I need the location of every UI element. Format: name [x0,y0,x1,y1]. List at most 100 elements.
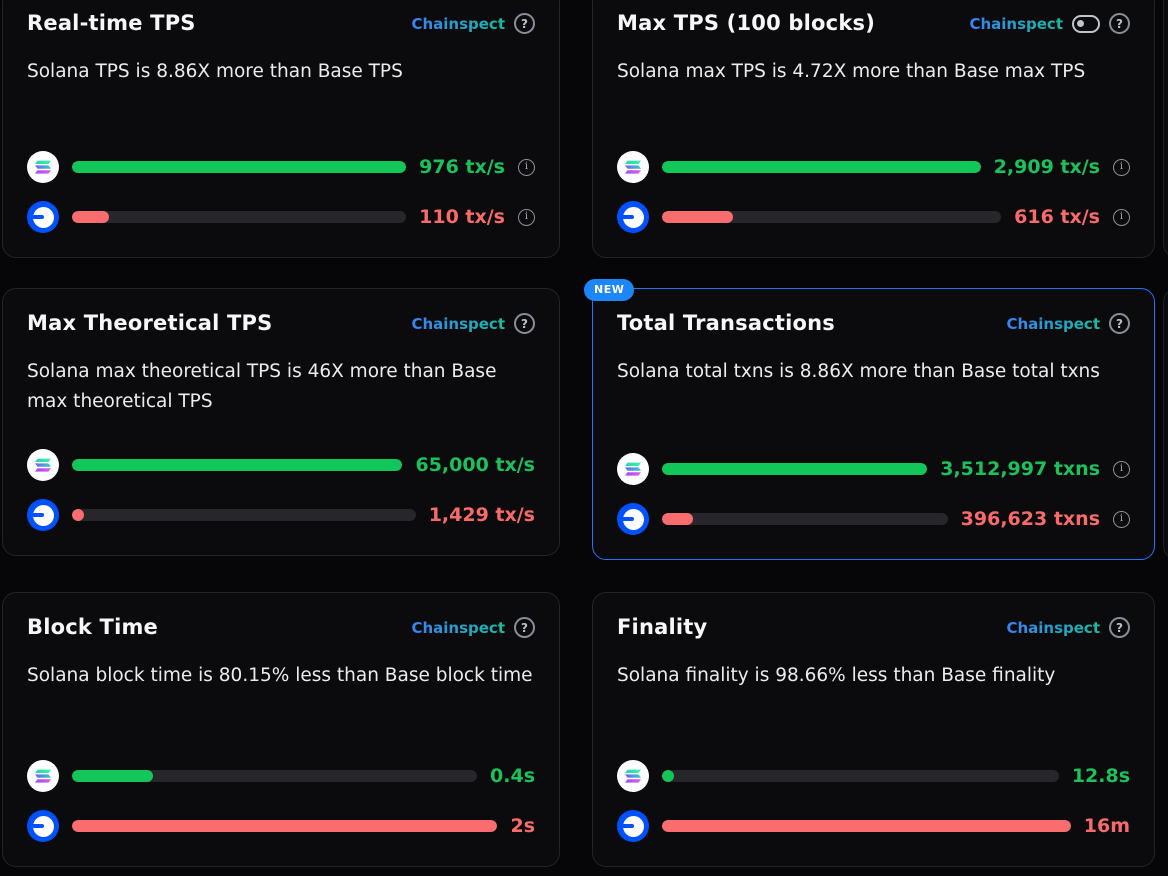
base-icon [27,201,59,233]
solana-bar-fill [662,770,674,782]
solana-row: 976 tx/s i [27,151,535,183]
card-finality: Finality Chainspect ? Solana finality is… [592,592,1155,867]
info-icon[interactable]: i [518,158,535,176]
base-bar-fill [72,509,84,521]
base-row: 16m [617,810,1130,842]
solana-bar-fill [72,161,407,173]
base-icon [27,810,59,842]
metric-rows: 0.4s 2s [27,760,535,842]
new-badge: NEW [584,279,635,301]
base-bar-fill [662,211,734,223]
help-icon[interactable]: ? [514,13,535,34]
toggle-off-icon[interactable] [1072,14,1100,33]
solana-value: 12.8s [1071,765,1130,787]
base-value: 396,623 txns [960,508,1100,530]
card-max-tps: Max TPS (100 blocks) Chainspect ? Solana… [592,0,1155,258]
card-realtime-tps: Real-time TPS Chainspect ? Solana TPS is… [2,0,560,258]
base-value: 110 tx/s [419,206,505,228]
chainspect-link[interactable]: Chainspect [1006,314,1100,333]
solana-icon [617,760,649,792]
base-row: 616 tx/s i [617,201,1130,233]
base-bar-track [72,509,416,521]
solana-row: 12.8s [617,760,1130,792]
comparison-summary: Solana max TPS is 4.72X more than Base m… [617,61,1086,82]
chainspect-link[interactable]: Chainspect [411,314,505,333]
solana-bar-track [72,161,407,173]
comparison-summary: Solana finality is 98.66% less than Base… [617,665,1056,686]
solana-bar-track [662,161,981,173]
solana-bar-fill [662,161,981,173]
solana-value: 976 tx/s [419,156,505,178]
base-bar-track [72,211,407,223]
solana-bar-fill [72,459,403,471]
base-bar-fill [662,820,1071,832]
solana-icon [27,449,59,481]
card-title: Max Theoretical TPS [27,311,273,335]
base-row: 396,623 txns i [617,503,1130,535]
chainspect-link[interactable]: Chainspect [411,618,505,637]
comparison-summary: Solana total txns is 8.86X more than Bas… [617,361,1100,382]
help-icon[interactable]: ? [1109,617,1130,638]
solana-bar-fill [662,463,928,475]
card-block-time: Block Time Chainspect ? Solana block tim… [2,592,560,867]
metric-rows: 65,000 tx/s 1,429 tx/s [27,449,535,531]
base-bar-track [662,820,1071,832]
solana-icon [617,151,649,183]
card-title: Block Time [27,615,159,639]
metric-rows: 2,909 tx/s i 616 tx/s i [617,151,1130,233]
solana-row: 2,909 tx/s i [617,151,1130,183]
solana-bar-track [72,459,403,471]
info-icon[interactable]: i [1113,158,1130,176]
solana-bar-track [662,463,928,475]
solana-icon [617,453,649,485]
base-value: 2s [510,815,535,837]
solana-row: 0.4s [27,760,535,792]
card-source: Chainspect ? [411,617,535,638]
card-source: Chainspect ? [969,13,1130,34]
base-bar-fill [72,820,498,832]
info-icon[interactable]: i [1113,510,1130,528]
solana-icon [27,151,59,183]
base-bar-track [662,513,948,525]
card-total-transactions: NEW Total Transactions Chainspect ? Sola… [584,279,1155,560]
base-bar-fill [72,211,109,223]
card-title: Total Transactions [617,311,836,335]
help-icon[interactable]: ? [514,313,535,334]
card-title: Real-time TPS [27,11,196,35]
cropped-card-edge [1163,0,1168,258]
base-value: 16m [1083,815,1130,837]
base-row: 2s [27,810,535,842]
base-value: 1,429 tx/s [428,504,535,526]
card-title: Finality [617,615,708,639]
base-bar-track [72,820,498,832]
metric-rows: 976 tx/s i 110 tx/s i [27,151,535,233]
solana-bar-track [72,770,478,782]
solana-row: 3,512,997 txns i [617,453,1130,485]
solana-bar-track [662,770,1059,782]
card-source: Chainspect ? [411,13,535,34]
solana-bar-fill [72,770,153,782]
base-value: 616 tx/s [1014,206,1100,228]
solana-value: 0.4s [490,765,535,787]
base-bar-track [662,211,1002,223]
help-icon[interactable]: ? [1109,13,1130,34]
info-icon[interactable]: i [1113,460,1130,478]
solana-value: 2,909 tx/s [993,156,1100,178]
chainspect-link[interactable]: Chainspect [1006,618,1100,637]
help-icon[interactable]: ? [514,617,535,638]
card-title: Max TPS (100 blocks) [617,11,875,35]
card-max-theoretical-tps: Max Theoretical TPS Chainspect ? Solana … [2,288,560,556]
card-source: Chainspect ? [1006,617,1130,638]
help-icon[interactable]: ? [1109,313,1130,334]
chainspect-link[interactable]: Chainspect [969,14,1063,33]
solana-row: 65,000 tx/s [27,449,535,481]
comparison-summary: Solana block time is 80.15% less than Ba… [27,665,533,686]
base-icon [617,503,649,535]
info-icon[interactable]: i [1113,208,1130,226]
info-icon[interactable]: i [518,208,535,226]
comparison-summary: Solana max theoretical TPS is 46X more t… [27,361,497,412]
card-source: Chainspect ? [1006,313,1130,334]
base-bar-fill [662,513,694,525]
chainspect-link[interactable]: Chainspect [411,14,505,33]
metric-rows: 12.8s 16m [617,760,1130,842]
